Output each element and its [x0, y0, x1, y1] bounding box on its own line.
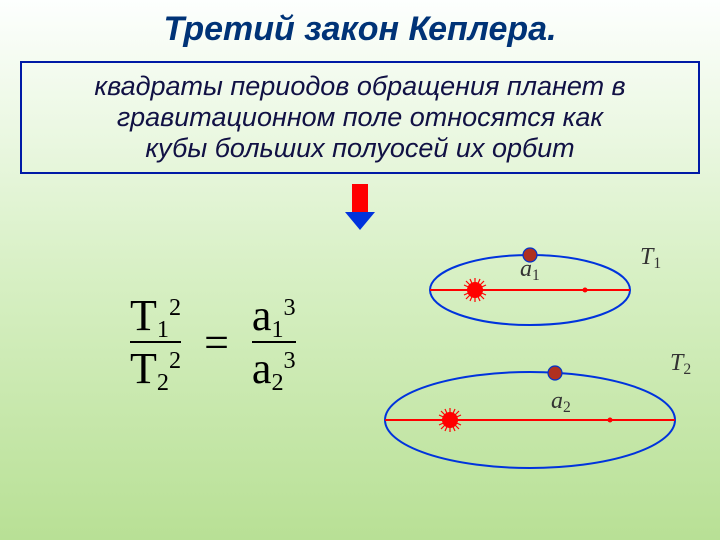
- T1-squared: T12: [130, 290, 181, 341]
- orbit-1-a-label: a1: [520, 256, 540, 283]
- fraction-a: a13 a23: [252, 290, 296, 394]
- law-line-3: кубы больших полуосей их орбит: [26, 133, 694, 164]
- page-title: Третий закон Кеплера.: [0, 0, 720, 61]
- arrow-down: [0, 184, 720, 239]
- law-line-2: гравитационном поле относятся как: [26, 102, 694, 133]
- orbit-1-sun: [463, 278, 487, 302]
- arrow-shaft: [352, 184, 368, 212]
- orbit-1-focus2: [583, 288, 588, 293]
- a2-cubed: a23: [252, 341, 296, 394]
- fraction-T: T12 T22: [130, 290, 181, 394]
- equals: =: [192, 317, 241, 368]
- T2-squared: T22: [130, 341, 181, 394]
- law-statement-box: квадраты периодов обращения планет в гра…: [20, 61, 700, 174]
- law-line-1: квадраты периодов обращения планет в: [26, 71, 694, 102]
- orbit-1-T-label: T1: [640, 244, 661, 271]
- orbit-2-planet: [548, 366, 562, 380]
- kepler-formula: T12 T22 = a13 a23: [130, 290, 296, 394]
- orbit-2-sun: [438, 408, 462, 432]
- orbit-2: [385, 366, 675, 468]
- orbit-2-T-label: T2: [670, 350, 691, 377]
- orbit-2-ellipse: [385, 372, 675, 468]
- arrow-head: [345, 212, 375, 230]
- a1-cubed: a13: [252, 290, 296, 341]
- orbit-2-a-label: a2: [551, 388, 571, 415]
- orbit-2-focus2: [608, 418, 613, 423]
